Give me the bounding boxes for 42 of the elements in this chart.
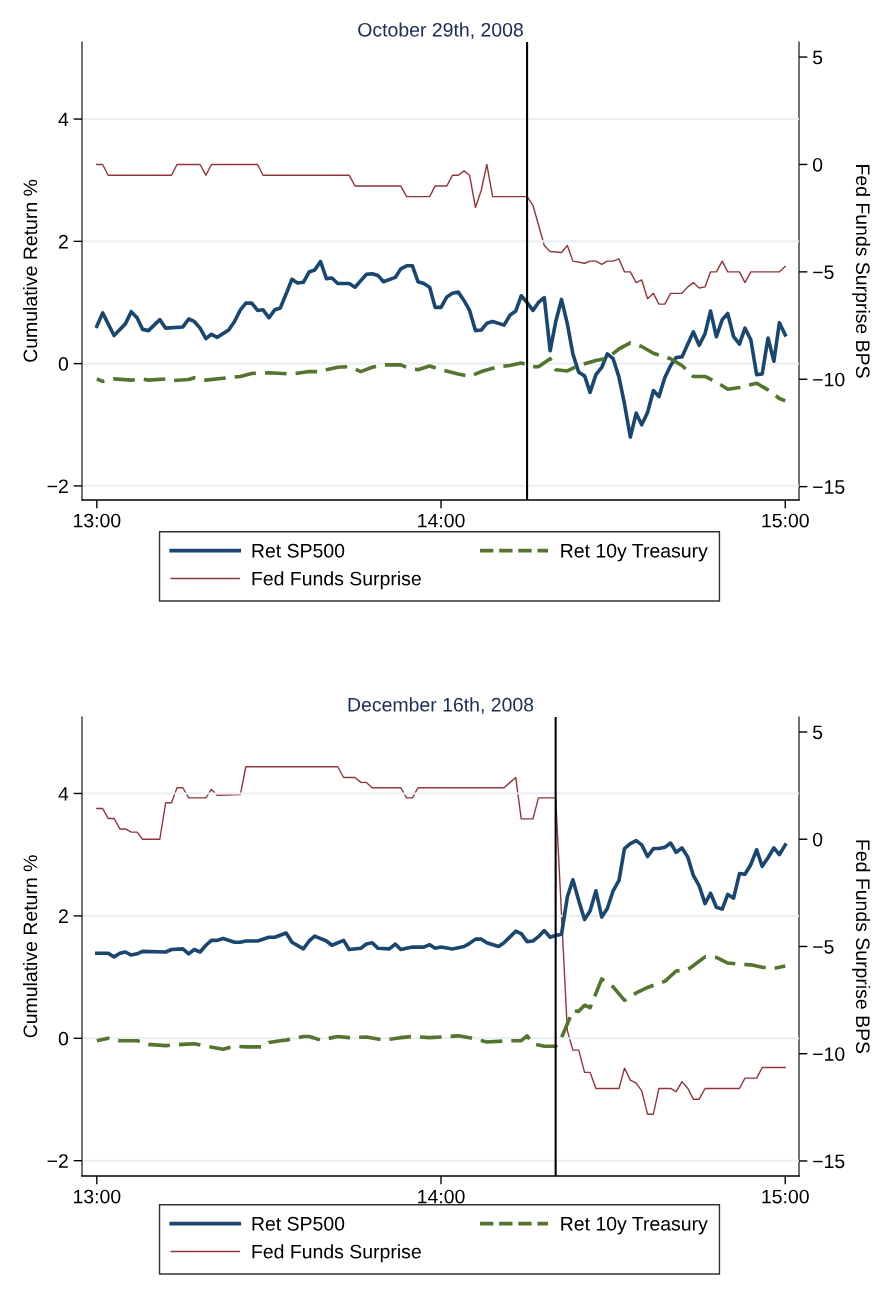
y2-tick-label: −5 [813, 265, 834, 280]
line-series [95, 838, 788, 959]
line-series [96, 163, 786, 305]
y2-tick-label: −5 [813, 940, 834, 954]
line-series [96, 766, 786, 1115]
legend-label: Ret SP500 [252, 543, 345, 558]
y-tick-label: −2 [47, 1154, 68, 1168]
legend-label: Ret 10y Treasury [561, 543, 708, 562]
y-tick-label: 4 [58, 787, 69, 801]
y-tick-label: 2 [58, 234, 68, 249]
line-series [95, 341, 788, 403]
x-tick-label: 15:00 [762, 513, 809, 528]
y2-tick-label: −15 [813, 480, 845, 494]
y2-tick-label: −10 [813, 372, 845, 387]
x-tick-label: 13:00 [73, 513, 121, 528]
y2-tick-label: 5 [812, 50, 823, 65]
y2-tick-label: 5 [812, 725, 823, 740]
y-tick-label: 4 [58, 112, 69, 127]
y2-tick-label: 0 [812, 832, 823, 847]
legend-label: Ret 10y Treasury [561, 1216, 708, 1235]
x-tick-label: 14:00 [418, 513, 465, 528]
y-axis-title: Cumulative Return % [22, 855, 38, 1038]
legend-label: Ret SP500 [252, 1216, 345, 1231]
y2-axis-title: Fed Funds Surprise BPS [852, 165, 871, 378]
y2-tick-label: 0 [812, 157, 823, 172]
line-series [95, 259, 788, 439]
legend-label: Fed Funds Surprise [252, 571, 421, 590]
y-tick-label: −2 [47, 479, 68, 493]
x-tick-label: 14:00 [418, 1189, 465, 1204]
y-tick-label: 0 [58, 357, 69, 371]
y-tick-label: 0 [58, 1031, 69, 1046]
y-tick-label: 2 [58, 909, 68, 923]
x-tick-label: 15:00 [762, 1189, 809, 1204]
chart-title: October 29th, 2008 [358, 22, 523, 39]
chart-title: December 16th, 2008 [348, 697, 534, 714]
line-series [95, 955, 788, 1052]
y-axis-title: Cumulative Return % [22, 179, 38, 362]
y2-axis-title: Fed Funds Surprise BPS [852, 840, 871, 1054]
y2-tick-label: −15 [813, 1154, 845, 1169]
x-tick-label: 13:00 [73, 1189, 121, 1204]
y2-tick-label: −10 [813, 1047, 845, 1061]
legend-label: Fed Funds Surprise [252, 1244, 421, 1263]
